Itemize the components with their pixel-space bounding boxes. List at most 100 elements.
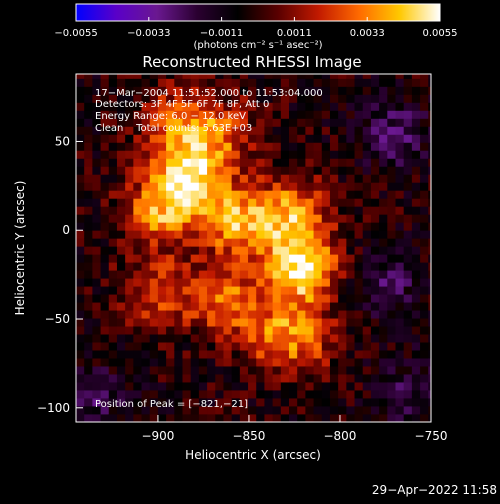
heatmap-cell — [338, 414, 347, 422]
heatmap-cell — [223, 382, 233, 391]
heatmap-cell — [354, 350, 364, 359]
heatmap-cell — [231, 294, 241, 303]
heatmap-cell — [313, 358, 323, 367]
heatmap-cell — [166, 94, 175, 103]
heatmap-cell — [338, 198, 347, 207]
annotation-method-counts: Clean Total counts: 5.63E+03 — [95, 123, 252, 134]
heatmap-cell — [297, 286, 306, 295]
heatmap-cell — [174, 246, 183, 255]
heatmap-cell — [92, 382, 101, 391]
heatmap-cell — [280, 174, 290, 183]
heatmap-cell — [338, 166, 347, 175]
heatmap-cell — [313, 238, 323, 247]
heatmap-cell — [141, 222, 151, 231]
heatmap-cell — [223, 118, 233, 127]
heatmap-cell — [133, 94, 142, 103]
heatmap-cell — [190, 182, 200, 191]
heatmap-cell — [207, 94, 216, 103]
heatmap-cell — [280, 74, 290, 79]
heatmap-cell — [92, 398, 101, 407]
heatmap-cell — [354, 166, 364, 175]
heatmap-cell — [100, 406, 110, 415]
heatmap-cell — [248, 310, 257, 319]
heatmap-cell — [149, 198, 159, 207]
heatmap-cell — [411, 406, 421, 415]
heatmap-cell — [116, 230, 126, 239]
colorbar-tick-label: 0.0055 — [423, 28, 458, 39]
heatmap-cell — [92, 166, 101, 175]
heatmap-cell — [411, 134, 421, 143]
heatmap-cell — [321, 134, 331, 143]
heatmap-cell — [239, 222, 249, 231]
heatmap-cell — [231, 110, 241, 119]
heatmap-cell — [362, 190, 372, 199]
heatmap-cell — [207, 358, 216, 367]
heatmap-cell — [125, 126, 134, 135]
heatmap-cell — [166, 414, 175, 422]
heatmap-cell — [411, 230, 421, 239]
heatmap-cell — [76, 262, 85, 271]
heatmap-cell — [305, 182, 314, 191]
heatmap-cell — [223, 166, 233, 175]
heatmap-cell — [428, 94, 431, 103]
heatmap-cell — [198, 238, 208, 247]
heatmap-cell — [321, 78, 331, 87]
heatmap-cell — [264, 142, 274, 151]
heatmap-cell — [133, 342, 142, 351]
heatmap-cell — [198, 390, 208, 399]
heatmap-cell — [305, 158, 314, 167]
heatmap-cell — [321, 262, 331, 271]
heatmap-cell — [166, 406, 175, 415]
heatmap-cell — [354, 390, 364, 399]
heatmap-cell — [223, 102, 233, 111]
heatmap-cell — [125, 102, 134, 111]
heatmap-cell — [280, 214, 290, 223]
colorbar-tick-label: 0.0033 — [350, 28, 385, 39]
heatmap-cell — [289, 398, 298, 407]
heatmap-cell — [116, 78, 126, 87]
heatmap-cell — [346, 86, 355, 95]
y-tick-label: 50 — [55, 134, 70, 148]
heatmap-cell — [84, 134, 93, 143]
heatmap-cell — [420, 342, 429, 351]
heatmap-cell — [108, 318, 118, 327]
heatmap-cell — [362, 246, 372, 255]
heatmap-cell — [116, 254, 126, 263]
heatmap-cell — [198, 198, 208, 207]
heatmap-cell — [403, 174, 413, 183]
heatmap-cell — [272, 206, 282, 215]
heatmap-cell — [346, 286, 355, 295]
heatmap-cell — [133, 74, 142, 79]
heatmap-cell — [141, 174, 151, 183]
heatmap-cell — [141, 214, 151, 223]
heatmap-cell — [403, 182, 413, 191]
heatmap-cell — [108, 198, 118, 207]
heatmap-cell — [395, 230, 405, 239]
heatmap-cell — [248, 374, 257, 383]
heatmap-cell — [198, 350, 208, 359]
heatmap-cell — [354, 174, 364, 183]
heatmap-cell — [346, 74, 355, 79]
heatmap-cell — [338, 350, 347, 359]
heatmap-cell — [215, 326, 224, 335]
heatmap-cell — [411, 142, 421, 151]
heatmap-cell — [149, 78, 159, 87]
heatmap-cell — [280, 414, 290, 422]
heatmap-cell — [338, 334, 347, 343]
heatmap-cell — [149, 382, 159, 391]
colorbar-tick-label: 0.0011 — [277, 28, 312, 39]
heatmap-cell — [387, 382, 396, 391]
heatmap-cell — [387, 374, 396, 383]
heatmap-cell — [223, 182, 233, 191]
heatmap-cell — [354, 414, 364, 422]
heatmap-cell — [149, 126, 159, 135]
heatmap-cell — [411, 350, 421, 359]
heatmap-cell — [362, 150, 372, 159]
heatmap-cell — [264, 214, 274, 223]
heatmap-cell — [346, 414, 355, 422]
heatmap-cell — [198, 134, 208, 143]
heatmap-cell — [395, 414, 405, 422]
heatmap-cell — [354, 102, 364, 111]
heatmap-cell — [346, 302, 355, 311]
heatmap-cell — [182, 78, 192, 87]
